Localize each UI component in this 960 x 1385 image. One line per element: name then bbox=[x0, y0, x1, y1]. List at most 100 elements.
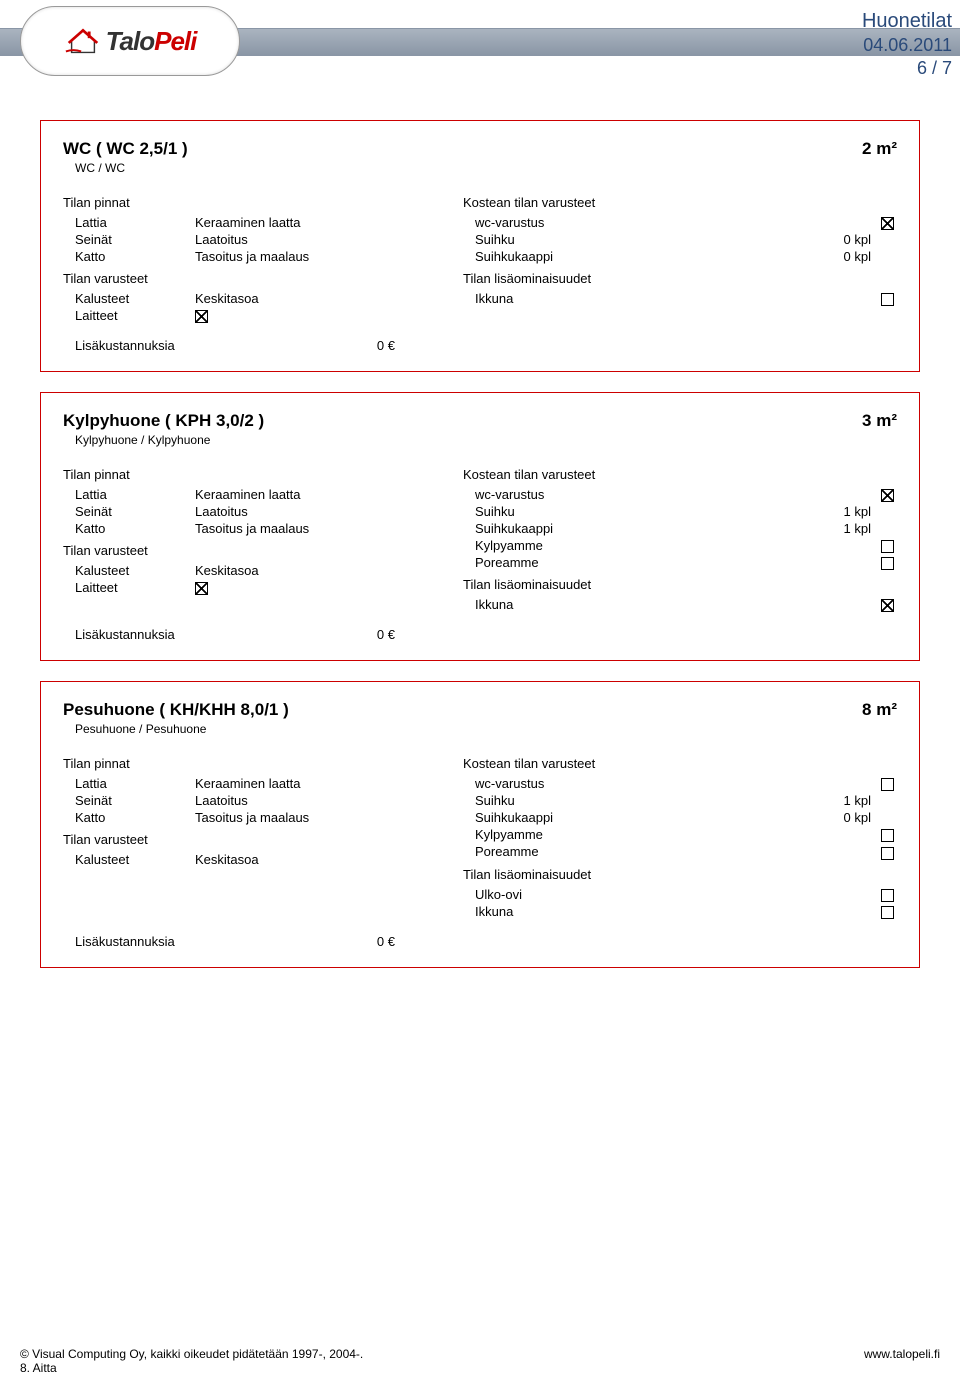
equipment-value: Keskitasoa bbox=[195, 563, 433, 578]
checkbox-icon bbox=[195, 582, 208, 595]
surface-value: Laatoitus bbox=[195, 232, 433, 247]
extra-checkbox bbox=[877, 291, 897, 306]
surface-label: Lattia bbox=[75, 776, 195, 791]
page-footer: © Visual Computing Oy, kaikki oikeudet p… bbox=[20, 1347, 940, 1375]
surface-row: SeinätLaatoitus bbox=[63, 231, 433, 248]
section-surfaces: Tilan pinnat bbox=[63, 467, 433, 482]
surface-label: Lattia bbox=[75, 215, 195, 230]
footer-note: 8. Aitta bbox=[20, 1361, 363, 1375]
logo: TaloPeli bbox=[20, 6, 240, 76]
equipment-label: Laitteet bbox=[75, 580, 195, 595]
section-wet: Kostean tilan varusteet bbox=[463, 195, 897, 210]
room-subtitle: Kylpyhuone / Kylpyhuone bbox=[75, 433, 897, 447]
room-box: WC ( WC 2,5/1 )2 m²WC / WCTilan pinnatLa… bbox=[40, 120, 920, 372]
checkbox-icon bbox=[881, 778, 894, 791]
room-columns: Tilan pinnatLattiaKeraaminen laattaSeinä… bbox=[63, 189, 897, 324]
surface-row: LattiaKeraaminen laatta bbox=[63, 214, 433, 231]
wet-row: Poreamme bbox=[463, 554, 897, 571]
surface-value: Laatoitus bbox=[195, 793, 433, 808]
wet-label: Suihkukaappi bbox=[475, 249, 797, 264]
room-title: Kylpyhuone ( KPH 3,0/2 ) bbox=[63, 411, 264, 431]
wet-checkbox bbox=[877, 215, 897, 230]
wet-row: wc-varustus bbox=[463, 486, 897, 503]
equipment-label: Kalusteet bbox=[75, 291, 195, 306]
wet-label: Suihku bbox=[475, 504, 797, 519]
extra-label: Ulko-ovi bbox=[475, 887, 797, 902]
wet-row: wc-varustus bbox=[463, 775, 897, 792]
section-extra: Tilan lisäominaisuudet bbox=[463, 867, 897, 882]
wet-row: Kylpyamme bbox=[463, 826, 897, 843]
wet-label: Suihkukaappi bbox=[475, 521, 797, 536]
house-icon bbox=[64, 26, 102, 56]
header-right: Huonetilat 04.06.2011 6 / 7 bbox=[862, 8, 960, 81]
surface-value: Keraaminen laatta bbox=[195, 776, 433, 791]
checkbox-icon bbox=[195, 310, 208, 323]
section-wet: Kostean tilan varusteet bbox=[463, 467, 897, 482]
checkbox-icon bbox=[881, 489, 894, 502]
room-col-right: Kostean tilan varusteet wc-varustus Suihku… bbox=[463, 750, 897, 919]
extra-row: Ulko-ovi bbox=[463, 886, 897, 903]
room-col-left: Tilan pinnatLattiaKeraaminen laattaSeinä… bbox=[63, 189, 433, 324]
wet-label: Suihkukaappi bbox=[475, 810, 797, 825]
surface-row: LattiaKeraaminen laatta bbox=[63, 775, 433, 792]
section-wet: Kostean tilan varusteet bbox=[463, 756, 897, 771]
wet-value: 1 kpl bbox=[797, 521, 877, 536]
equipment-label: Kalusteet bbox=[75, 563, 195, 578]
checkbox-icon bbox=[881, 847, 894, 860]
checkbox-icon bbox=[881, 906, 894, 919]
wet-checkbox bbox=[877, 555, 897, 570]
wet-label: wc-varustus bbox=[475, 776, 797, 791]
equipment-row: Laitteet bbox=[63, 307, 433, 324]
copyright: © Visual Computing Oy, kaikki oikeudet p… bbox=[20, 1347, 363, 1361]
cost-value: 0 € bbox=[335, 627, 395, 642]
surface-label: Katto bbox=[75, 810, 195, 825]
footer-left: © Visual Computing Oy, kaikki oikeudet p… bbox=[20, 1347, 363, 1375]
section-extra: Tilan lisäominaisuudet bbox=[463, 271, 897, 286]
cost-row: Lisäkustannuksia0 € bbox=[63, 324, 897, 353]
equipment-row: KalusteetKeskitasoa bbox=[63, 851, 433, 868]
equipment-row: KalusteetKeskitasoa bbox=[63, 290, 433, 307]
wet-label: Kylpyamme bbox=[475, 827, 797, 842]
cost-label: Lisäkustannuksia bbox=[75, 627, 335, 642]
equipment-label: Laitteet bbox=[75, 308, 195, 323]
room-col-right: Kostean tilan varusteetwc-varustusSuihku… bbox=[463, 461, 897, 613]
checkbox-icon bbox=[881, 599, 894, 612]
surface-row: LattiaKeraaminen laatta bbox=[63, 486, 433, 503]
cost-row: Lisäkustannuksia0 € bbox=[63, 920, 897, 949]
wet-row: Suihku1 kpl bbox=[463, 503, 897, 520]
surface-row: KattoTasoitus ja maalaus bbox=[63, 520, 433, 537]
wet-row: Poreamme bbox=[463, 843, 897, 860]
cost-row: Lisäkustannuksia0 € bbox=[63, 613, 897, 642]
room-subtitle: Pesuhuone / Pesuhuone bbox=[75, 722, 897, 736]
room-box: Pesuhuone ( KH/KHH 8,0/1 )8 m²Pesuhuone … bbox=[40, 681, 920, 967]
equipment-label: Kalusteet bbox=[75, 852, 195, 867]
wet-label: Kylpyamme bbox=[475, 538, 797, 553]
extra-row: Ikkuna bbox=[463, 903, 897, 920]
room-subtitle: WC / WC bbox=[75, 161, 897, 175]
checkbox-icon bbox=[881, 829, 894, 842]
equipment-value: Keskitasoa bbox=[195, 291, 433, 306]
section-surfaces: Tilan pinnat bbox=[63, 756, 433, 771]
equipment-checkbox bbox=[195, 308, 433, 323]
section-extra: Tilan lisäominaisuudet bbox=[463, 577, 897, 592]
surface-label: Katto bbox=[75, 249, 195, 264]
wet-value: 1 kpl bbox=[797, 504, 877, 519]
cost-label: Lisäkustannuksia bbox=[75, 934, 335, 949]
room-col-right: Kostean tilan varusteetwc-varustusSuihku… bbox=[463, 189, 897, 324]
wet-value: 0 kpl bbox=[797, 810, 877, 825]
surface-row: SeinätLaatoitus bbox=[63, 792, 433, 809]
cost-value: 0 € bbox=[335, 338, 395, 353]
surface-label: Seinät bbox=[75, 232, 195, 247]
footer-url: www.talopeli.fi bbox=[864, 1347, 940, 1375]
surface-value: Laatoitus bbox=[195, 504, 433, 519]
extra-checkbox bbox=[877, 597, 897, 612]
doc-page: 6 / 7 bbox=[862, 57, 952, 80]
surface-row: KattoTasoitus ja maalaus bbox=[63, 809, 433, 826]
room-columns: Tilan pinnatLattiaKeraaminen laattaSeinä… bbox=[63, 461, 897, 613]
wet-label: Suihku bbox=[475, 793, 797, 808]
checkbox-icon bbox=[881, 889, 894, 902]
wet-row: Kylpyamme bbox=[463, 537, 897, 554]
room-box: Kylpyhuone ( KPH 3,0/2 )3 m²Kylpyhuone /… bbox=[40, 392, 920, 661]
room-area: 8 m² bbox=[862, 700, 897, 720]
doc-date: 04.06.2011 bbox=[862, 34, 952, 57]
